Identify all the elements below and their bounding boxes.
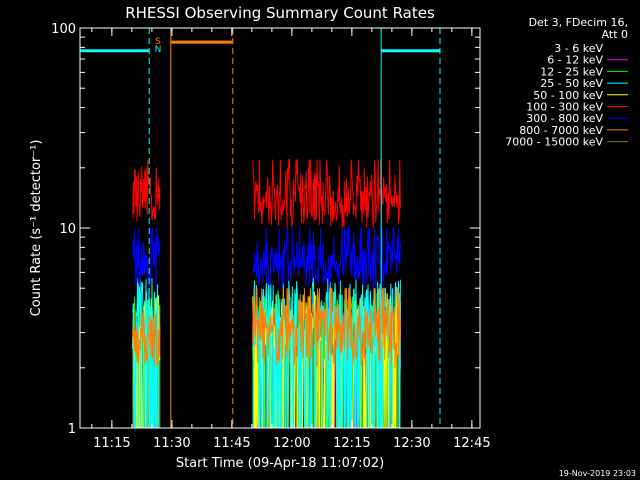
legend-label: 7000 - 15000 keV <box>505 136 603 149</box>
series-line <box>132 309 161 367</box>
x-tick-label: 12:30 <box>393 436 430 451</box>
y-tick-label: 10 <box>59 222 76 237</box>
x-axis-label: Start Time (09-Apr-18 11:07:02) <box>176 456 384 471</box>
flag-label: N <box>155 45 162 55</box>
y-axis-label: Count Rate (s⁻¹ detector⁻¹) <box>29 140 44 317</box>
legend-label: 12 - 25 keV <box>540 65 603 78</box>
series-100-300keV <box>132 159 401 228</box>
series-line <box>252 227 401 289</box>
legend-label: 50 - 100 keV <box>533 89 603 102</box>
series-line <box>252 277 401 429</box>
series-800-7000keV <box>132 287 401 368</box>
legend-label: 6 - 12 keV <box>547 54 603 67</box>
series-line <box>132 227 161 288</box>
series-300-800keV <box>132 227 401 289</box>
legend-label: 800 - 7000 keV <box>519 124 603 137</box>
x-tick-label: 12:00 <box>273 436 310 451</box>
legend-label: 3 - 6 keV <box>554 42 603 55</box>
x-tick-label: 11:45 <box>213 436 250 451</box>
x-tick-label: 11:15 <box>93 436 130 451</box>
legend-label: 25 - 50 keV <box>540 77 603 90</box>
legend-label: 300 - 800 keV <box>526 112 603 125</box>
timestamp: 19-Nov-2019 23:03 <box>559 469 636 478</box>
chart-title: RHESSI Observing Summary Count Rates <box>125 4 435 22</box>
axes: 11:15 11:30 11:45 12:00 12:15 12:30 12:45 1 10 10… <box>51 22 490 451</box>
legend-header: Att 0 <box>602 28 628 41</box>
y-tick-label: 100 <box>51 22 76 37</box>
x-tick-label: 12:45 <box>453 436 490 451</box>
legend-label: 100 - 300 keV <box>526 101 603 114</box>
legend-header: Det 3, FDecim 16, <box>529 16 628 29</box>
x-tick-label: 11:30 <box>153 436 190 451</box>
y-tick-label: 1 <box>68 422 76 437</box>
series-line <box>252 159 401 228</box>
x-tick-label: 12:15 <box>333 436 370 451</box>
flag-label: S <box>155 37 161 47</box>
series-line <box>252 287 401 368</box>
series-line <box>132 159 161 222</box>
